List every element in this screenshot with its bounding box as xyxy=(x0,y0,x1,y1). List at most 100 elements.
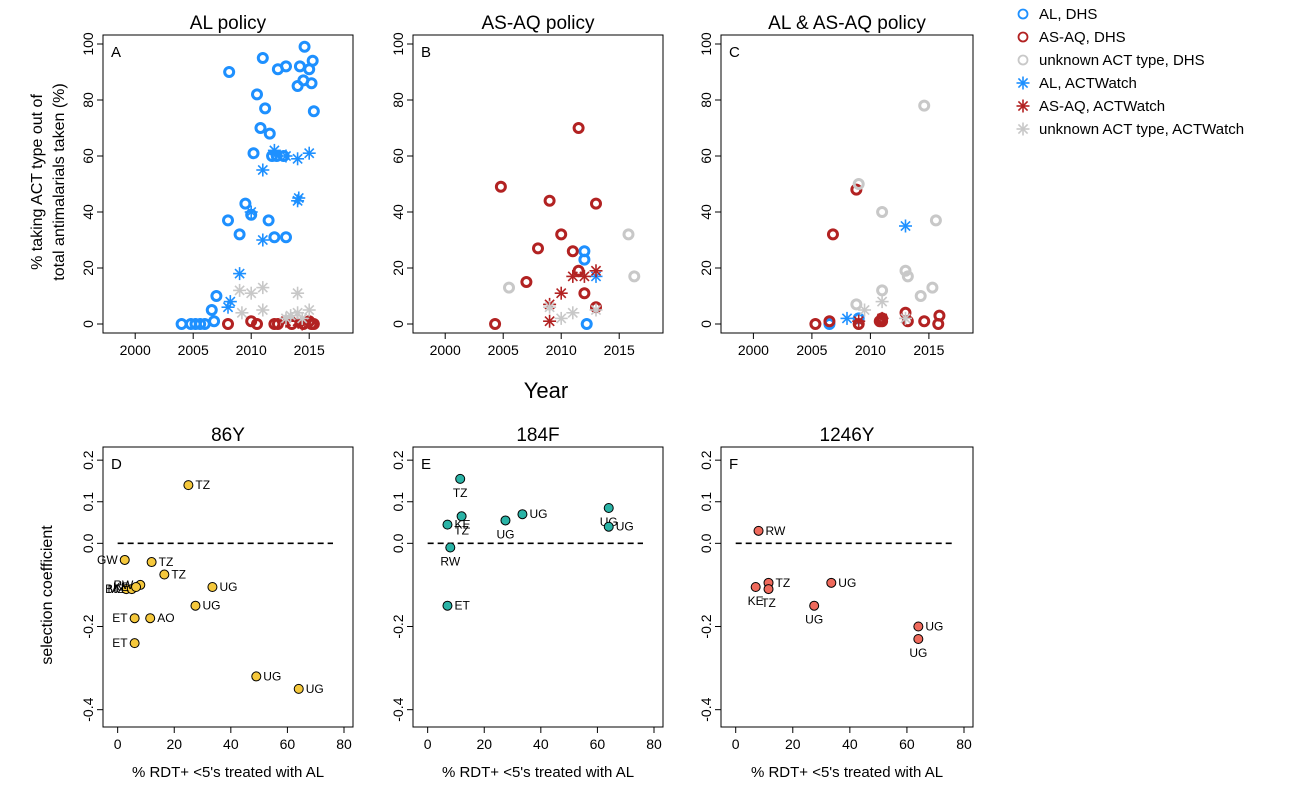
x-axis-label: % RDT+ <5's treated with AL xyxy=(751,764,943,781)
panel-F: 1246Y F 0 20 40 60 80 -0.4 -0.2 0.0 0.1 0.2 % RDT+ <… xyxy=(698,425,974,781)
data-point xyxy=(245,315,258,328)
country-label: ET xyxy=(112,636,128,650)
y-tick-label: 100 xyxy=(80,32,96,56)
data-point xyxy=(247,147,260,160)
data-point-stroke xyxy=(257,282,268,293)
data-point xyxy=(145,613,156,624)
data-point xyxy=(159,569,170,580)
bottom-y-axis-label: selection coefficient xyxy=(39,525,56,665)
data-point xyxy=(307,105,320,118)
data-point xyxy=(455,473,466,484)
x-axis-label: % RDT+ <5's treated with AL xyxy=(442,764,634,781)
panel-D: 86Y D 0 20 40 60 80 -0.4 -0.2 0.0 0.1 0.2 % RDT+ <5'… xyxy=(80,425,354,781)
data-point-stroke xyxy=(876,313,888,324)
data-point xyxy=(445,542,456,553)
country-label: UG xyxy=(496,527,514,541)
y-tick-label: 20 xyxy=(80,260,96,276)
y-tick-label: 0.2 xyxy=(390,450,406,470)
top-y-axis-label-line2: total antimalarials taken (%) xyxy=(51,83,68,280)
country-label: UG xyxy=(838,576,856,590)
y-tick-label: -0.2 xyxy=(698,614,714,638)
data-point xyxy=(826,577,837,588)
country-label: UG xyxy=(909,646,927,660)
x-tick-label: 60 xyxy=(899,736,915,752)
data-point-stroke xyxy=(257,304,268,316)
top-y-axis-label-line1: % taking ACT type out of xyxy=(29,94,46,270)
data-point xyxy=(205,304,218,316)
legend: AL, DHS AS-AQ, DHS unknown ACT type, DHS AL… xyxy=(1016,6,1244,138)
data-point xyxy=(628,270,641,283)
data-point xyxy=(268,231,281,244)
panel-A: AL policy A 2000 2005 2010 2015 0 20 40 60 80 100 xyxy=(80,13,354,358)
x-axis-label: % RDT+ <5's treated with AL xyxy=(132,764,324,781)
data-point xyxy=(210,290,223,302)
data-point-stroke xyxy=(567,307,578,318)
data-point xyxy=(223,295,237,309)
legend-marker-stroke xyxy=(1017,100,1029,112)
data-point xyxy=(256,233,270,247)
y-tick-label: 40 xyxy=(80,204,96,220)
panel-C: AL & AS-AQ policy C 2000 2005 2010 2015 0 20 40 6… xyxy=(698,13,974,358)
y-tick-label: 80 xyxy=(698,92,714,108)
y-tick-label: 0.0 xyxy=(80,533,96,553)
y-tick-label: 60 xyxy=(698,148,714,164)
top-x-axis-label: Year xyxy=(524,378,568,403)
panel-letter: B xyxy=(421,44,431,61)
country-label: KE xyxy=(454,518,470,532)
y-tick-label: 40 xyxy=(698,204,714,220)
y-tick-label: 60 xyxy=(390,148,406,164)
country-label: UG xyxy=(805,613,823,627)
legend-entry: AL, ACTWatch xyxy=(1039,75,1137,92)
data-point-stroke xyxy=(236,307,248,318)
legend-marker-stroke xyxy=(1017,123,1029,135)
data-point xyxy=(876,284,889,297)
data-point xyxy=(254,122,267,134)
legend-marker xyxy=(1017,8,1029,20)
data-point xyxy=(442,600,453,611)
x-tick-label: 80 xyxy=(646,736,662,752)
y-tick-label: 0 xyxy=(698,320,714,328)
country-label: TZ xyxy=(761,596,776,610)
panel-letter: A xyxy=(111,44,121,61)
data-point xyxy=(876,206,889,218)
country-label: UG xyxy=(529,507,547,521)
data-point xyxy=(520,276,533,288)
plot-frame xyxy=(102,34,354,334)
data-point xyxy=(251,88,263,101)
data-point xyxy=(307,318,320,330)
panel-letter: D xyxy=(111,456,122,473)
data-point xyxy=(244,286,258,300)
country-label: UG xyxy=(925,620,943,634)
legend-entry: unknown ACT type, ACTWatch xyxy=(1039,121,1244,138)
data-point xyxy=(753,525,764,536)
x-tick-label: 2015 xyxy=(913,342,944,358)
data-point xyxy=(223,66,236,78)
data-point-stroke xyxy=(900,313,911,324)
data-point xyxy=(852,178,865,190)
country-label: AO xyxy=(157,611,174,625)
data-point-stroke xyxy=(293,192,304,204)
data-point xyxy=(566,269,580,283)
data-point xyxy=(603,502,614,513)
data-point xyxy=(251,318,263,330)
x-tick-label: 80 xyxy=(956,736,972,752)
x-tick-label: 60 xyxy=(280,736,296,752)
data-point xyxy=(589,264,603,278)
panel-E: 184F E 0 20 40 60 80 -0.4 -0.2 0.0 0.1 0.2 % RDT+ <5… xyxy=(390,425,664,781)
y-tick-label: 100 xyxy=(390,32,406,56)
plot-frame xyxy=(720,446,974,728)
data-point xyxy=(266,150,279,162)
y-tick-label: -0.4 xyxy=(698,697,714,721)
x-tick-label: 20 xyxy=(785,736,801,752)
data-point xyxy=(267,143,281,157)
data-point xyxy=(239,197,252,210)
panel-B: AS-AQ policy B 2000 2005 2010 2015 0 20 40 60 80 10… xyxy=(390,13,664,358)
data-point xyxy=(456,511,467,522)
data-point xyxy=(580,318,593,330)
data-point xyxy=(131,582,142,592)
country-label: TZ xyxy=(159,555,174,569)
data-point xyxy=(918,99,931,112)
y-tick-label: 20 xyxy=(390,260,406,276)
data-point xyxy=(291,152,305,166)
data-point-stroke xyxy=(304,304,315,316)
